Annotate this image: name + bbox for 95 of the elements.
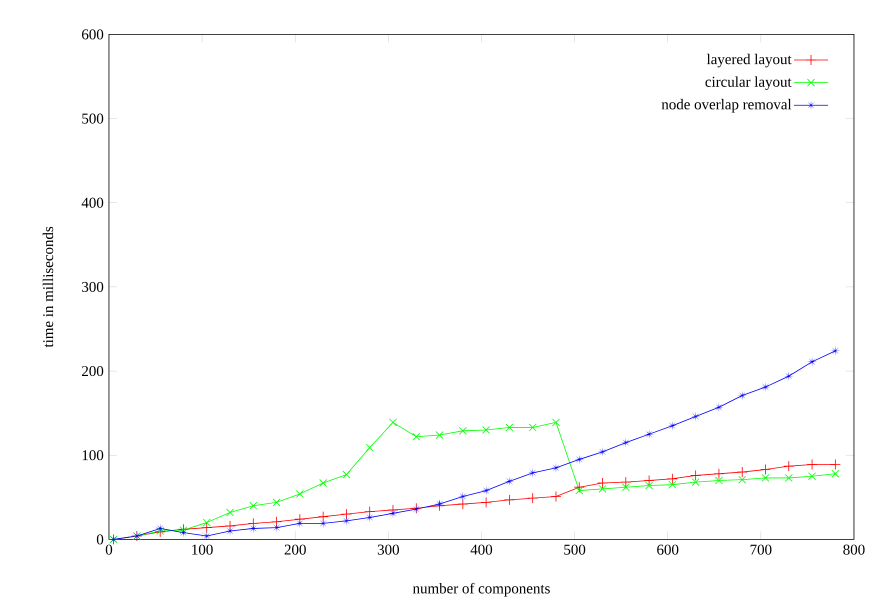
point	[504, 476, 514, 486]
point	[668, 480, 676, 489]
point	[436, 431, 444, 439]
point	[714, 476, 723, 484]
x-tick-label: 300	[378, 544, 399, 555]
point	[738, 476, 746, 484]
point	[294, 518, 305, 528]
point	[271, 516, 282, 528]
point	[458, 426, 467, 435]
point	[666, 473, 678, 484]
point	[389, 418, 397, 426]
point	[552, 418, 560, 426]
point	[318, 511, 329, 522]
point	[224, 520, 236, 532]
y-tick-label: 600	[82, 29, 104, 40]
point	[156, 527, 164, 535]
point	[550, 491, 562, 502]
x-tick-label: 600	[657, 544, 678, 555]
point	[226, 508, 234, 516]
legend-label: node overlap removal	[662, 98, 792, 112]
point	[318, 518, 328, 528]
point	[155, 523, 166, 534]
y-axis-title: time in milliseconds	[42, 226, 54, 348]
point	[644, 429, 654, 440]
point	[831, 470, 840, 478]
point	[830, 459, 841, 470]
point	[366, 444, 374, 452]
point	[248, 523, 258, 534]
point	[714, 402, 724, 412]
point	[784, 371, 794, 382]
x-axis-title: number of components	[412, 582, 550, 597]
y-tick-label: 300	[82, 282, 104, 292]
y-tick-label: 200	[82, 366, 104, 376]
point	[644, 475, 654, 486]
point	[202, 518, 211, 526]
x-tick-label: 200	[284, 544, 306, 555]
point	[737, 390, 748, 400]
point	[504, 494, 515, 506]
point	[505, 424, 514, 432]
point	[598, 484, 606, 493]
point	[808, 472, 816, 480]
point	[178, 524, 189, 535]
legend-label: circular layout	[705, 76, 792, 90]
point	[714, 468, 724, 480]
point	[481, 486, 492, 496]
point	[830, 346, 840, 356]
point	[528, 468, 538, 478]
x-tick-label: 0	[106, 544, 112, 555]
point	[597, 478, 608, 488]
point	[760, 464, 771, 475]
point	[783, 460, 794, 472]
x-tick-label: 800	[843, 544, 865, 555]
x-tick-label: 700	[750, 544, 772, 555]
x-tick-label: 400	[470, 544, 492, 555]
point	[574, 482, 585, 493]
y-tick-label: 0	[96, 534, 104, 544]
point	[342, 470, 350, 479]
point	[762, 474, 770, 482]
point	[622, 483, 630, 492]
point	[807, 356, 818, 367]
point	[806, 459, 818, 470]
y-tick-label: 400	[82, 198, 104, 208]
point	[249, 502, 258, 510]
point	[480, 496, 492, 508]
point	[667, 420, 678, 431]
legend-label: layered layout	[706, 54, 792, 68]
point	[482, 426, 490, 434]
point	[736, 466, 748, 478]
y-tick-label: 100	[82, 450, 104, 460]
point	[620, 438, 631, 448]
point	[784, 474, 793, 482]
point	[296, 490, 304, 498]
point	[645, 482, 654, 490]
point	[180, 526, 188, 534]
point	[272, 498, 281, 506]
point	[341, 508, 352, 520]
point	[319, 479, 328, 487]
point	[412, 432, 420, 441]
point	[527, 492, 538, 504]
point	[458, 491, 468, 502]
point	[294, 514, 306, 525]
y-tick-label: 500	[82, 114, 104, 124]
point	[692, 478, 700, 486]
point	[528, 424, 537, 432]
point	[575, 486, 584, 495]
point	[272, 522, 282, 533]
point	[574, 454, 584, 464]
point	[178, 528, 188, 538]
point	[341, 516, 352, 526]
point	[388, 504, 398, 516]
point	[620, 476, 632, 488]
point	[457, 498, 468, 510]
x-tick-label: 100	[192, 544, 213, 555]
x-tick-label: 500	[564, 544, 586, 555]
point	[690, 470, 702, 481]
